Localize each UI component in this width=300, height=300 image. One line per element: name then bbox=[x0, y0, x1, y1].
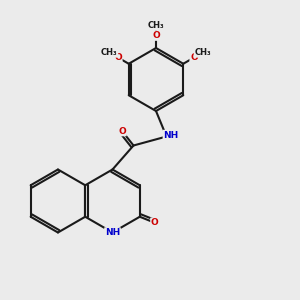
Text: NH: NH bbox=[105, 228, 120, 237]
Text: O: O bbox=[118, 127, 126, 136]
Text: O: O bbox=[190, 53, 198, 62]
Text: O: O bbox=[151, 218, 159, 227]
Text: O: O bbox=[114, 53, 122, 62]
Text: O: O bbox=[152, 31, 160, 40]
Text: CH₃: CH₃ bbox=[194, 48, 211, 57]
Text: CH₃: CH₃ bbox=[101, 48, 118, 57]
Text: CH₃: CH₃ bbox=[148, 21, 164, 30]
Text: NH: NH bbox=[164, 130, 178, 140]
